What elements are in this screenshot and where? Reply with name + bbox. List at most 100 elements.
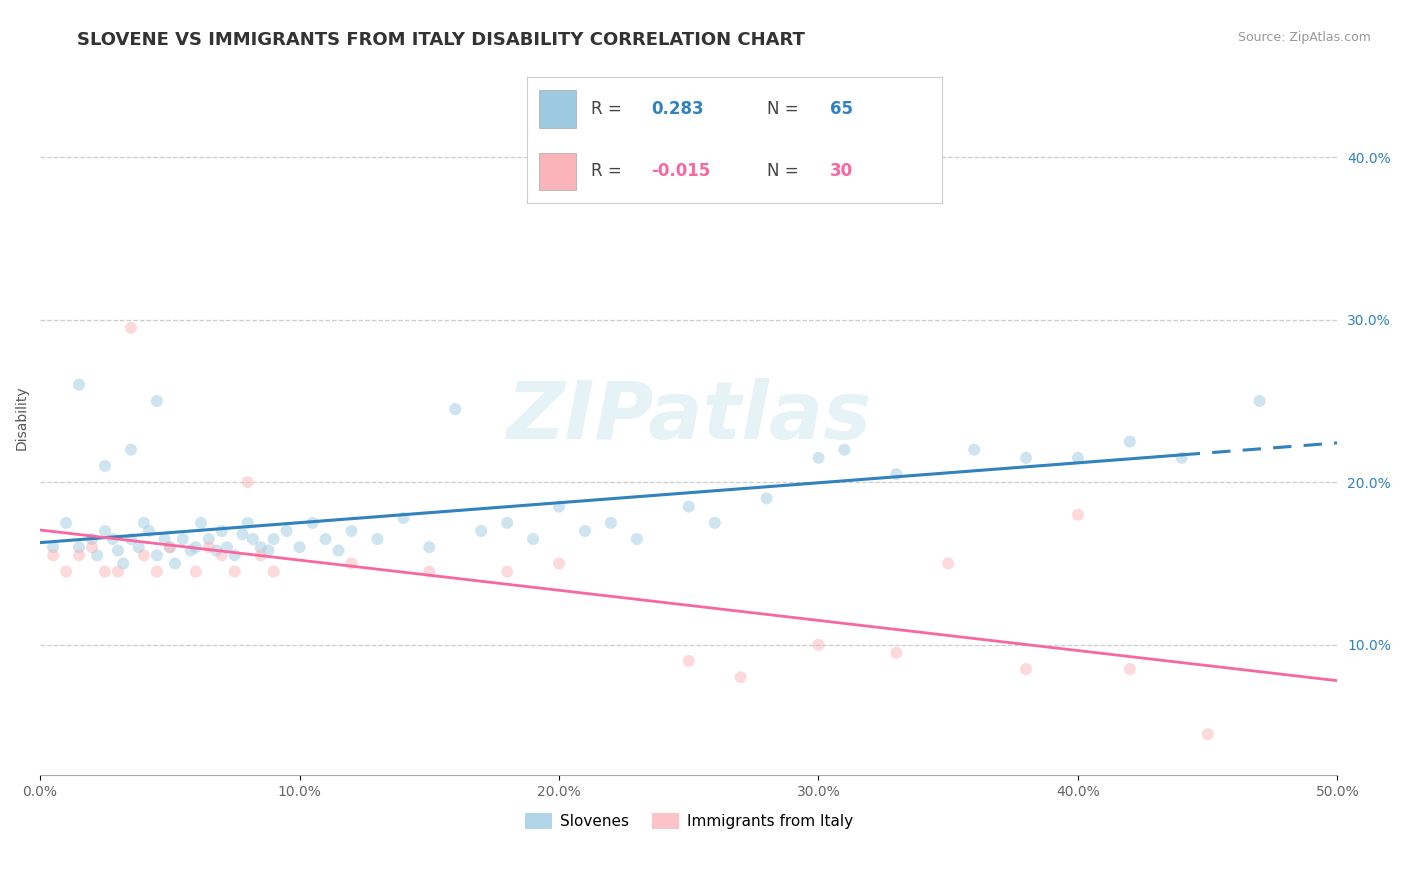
Point — [80, 532, 103, 546]
Point — [146, 393, 169, 408]
Point — [884, 646, 907, 660]
Point — [42, 540, 65, 554]
Point — [224, 549, 246, 563]
Point — [276, 524, 298, 538]
Point — [236, 516, 259, 530]
Text: SLOVENE VS IMMIGRANTS FROM ITALY DISABILITY CORRELATION CHART: SLOVENE VS IMMIGRANTS FROM ITALY DISABIL… — [77, 31, 806, 49]
Point — [1119, 434, 1142, 449]
Point — [94, 565, 117, 579]
Point — [138, 524, 160, 538]
Point — [86, 549, 108, 563]
Point — [807, 450, 830, 465]
Point — [1197, 727, 1219, 741]
Point — [159, 540, 181, 554]
Point — [132, 516, 155, 530]
Point — [211, 524, 233, 538]
Point — [67, 540, 90, 554]
Text: Source: ZipAtlas.com: Source: ZipAtlas.com — [1237, 31, 1371, 45]
Point — [42, 549, 65, 563]
Point — [107, 565, 129, 579]
Point — [120, 320, 142, 334]
Point — [522, 532, 544, 546]
Point — [159, 540, 181, 554]
Point — [132, 549, 155, 563]
Point — [884, 467, 907, 481]
Point — [755, 491, 778, 506]
Y-axis label: Disability: Disability — [15, 384, 30, 450]
Point — [67, 377, 90, 392]
Point — [392, 511, 415, 525]
Point — [55, 516, 77, 530]
Legend: Slovenes, Immigrants from Italy: Slovenes, Immigrants from Italy — [519, 807, 859, 835]
Point — [963, 442, 986, 457]
Point — [197, 532, 219, 546]
Point — [288, 540, 311, 554]
Point — [626, 532, 648, 546]
Point — [1170, 450, 1192, 465]
Point — [172, 532, 194, 546]
Point — [184, 565, 207, 579]
Point — [678, 654, 700, 668]
Point — [936, 557, 959, 571]
Point — [1067, 508, 1090, 522]
Point — [257, 543, 280, 558]
Point — [444, 402, 467, 417]
Point — [236, 475, 259, 490]
Point — [678, 500, 700, 514]
Point — [197, 540, 219, 554]
Point — [807, 638, 830, 652]
Point — [80, 540, 103, 554]
Point — [470, 524, 492, 538]
Point — [120, 532, 142, 546]
Point — [224, 565, 246, 579]
Point — [146, 549, 169, 563]
Point — [1249, 393, 1271, 408]
Point — [107, 543, 129, 558]
Point — [215, 540, 238, 554]
Point — [120, 442, 142, 457]
Point — [242, 532, 264, 546]
Point — [101, 532, 124, 546]
Point — [180, 543, 202, 558]
Point — [146, 565, 169, 579]
Point — [418, 540, 440, 554]
Point — [574, 524, 596, 538]
Point — [834, 442, 856, 457]
Point — [340, 524, 363, 538]
Point — [94, 458, 117, 473]
Point — [1067, 450, 1090, 465]
Point — [328, 543, 350, 558]
Point — [249, 540, 271, 554]
Point — [703, 516, 725, 530]
Point — [55, 565, 77, 579]
Point — [163, 557, 186, 571]
Point — [184, 540, 207, 554]
Text: ZIPatlas: ZIPatlas — [506, 378, 872, 456]
Point — [496, 516, 519, 530]
Point — [67, 549, 90, 563]
Point — [190, 516, 212, 530]
Point — [153, 532, 176, 546]
Point — [418, 565, 440, 579]
Point — [301, 516, 323, 530]
Point — [315, 532, 337, 546]
Point — [1015, 450, 1038, 465]
Point — [231, 527, 253, 541]
Point — [340, 557, 363, 571]
Point — [548, 500, 571, 514]
Point — [548, 557, 571, 571]
Point — [128, 540, 150, 554]
Point — [263, 565, 285, 579]
Point — [600, 516, 623, 530]
Point — [730, 670, 752, 684]
Point — [112, 557, 135, 571]
Point — [211, 549, 233, 563]
Point — [366, 532, 388, 546]
Point — [1119, 662, 1142, 676]
Point — [205, 543, 228, 558]
Point — [496, 565, 519, 579]
Point — [94, 524, 117, 538]
Point — [249, 549, 271, 563]
Point — [1015, 662, 1038, 676]
Point — [263, 532, 285, 546]
